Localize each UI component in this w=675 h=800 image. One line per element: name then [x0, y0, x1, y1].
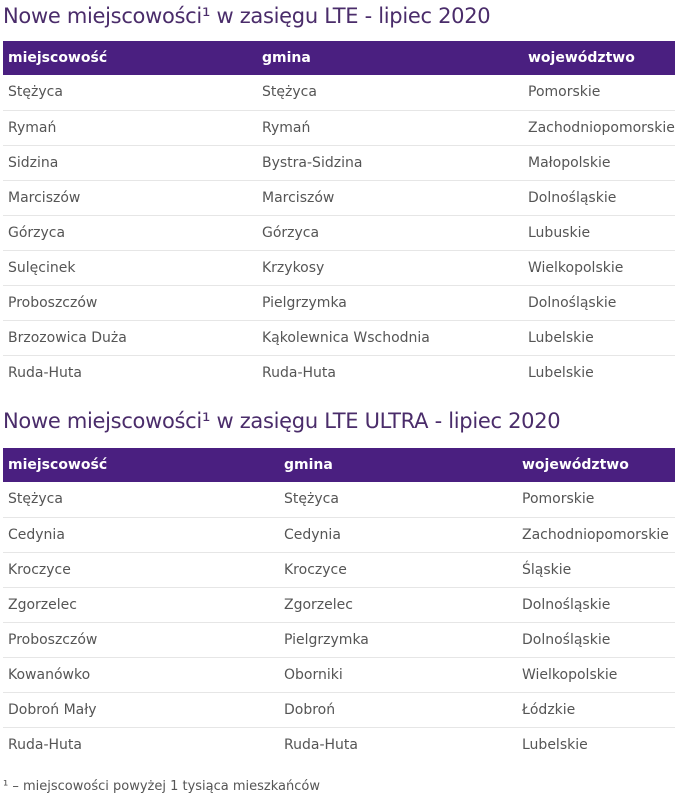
table-row: Dobroń Mały Dobroń Łódzkie [3, 692, 675, 727]
table-row: Ruda-Huta Ruda-Huta Lubelskie [3, 727, 675, 762]
table-row: Proboszczów Pielgrzymka Dolnośląskie [3, 285, 675, 320]
cell-voivodeship: Śląskie [522, 561, 572, 578]
table-row: Sidzina Bystra-Sidzina Małopolskie [3, 145, 675, 180]
cell-municipality: Górzyca [262, 224, 320, 241]
cell-municipality: Cedynia [284, 526, 341, 543]
column-header-voivodeship: województwo [522, 457, 629, 473]
column-header-municipality: gmina [284, 457, 333, 473]
section-title-lte: Nowe miejscowości¹ w zasięgu LTE - lipie… [3, 4, 491, 28]
cell-locality: Kowanówko [8, 666, 91, 683]
cell-locality: Proboszczów [8, 631, 98, 648]
cell-locality: Stężyca [8, 491, 63, 508]
cell-locality: Zgorzelec [8, 596, 77, 613]
cell-locality: Rymań [8, 119, 57, 136]
cell-municipality: Zgorzelec [284, 596, 353, 613]
cell-voivodeship: Lubuskie [528, 224, 591, 241]
cell-voivodeship: Lubelskie [528, 364, 594, 381]
cell-locality: Ruda-Huta [8, 736, 82, 753]
cell-voivodeship: Łódzkie [522, 701, 576, 718]
table-header-row: miejscowość gmina województwo [3, 41, 675, 75]
cell-locality: Proboszczów [8, 294, 98, 311]
cell-voivodeship: Wielkopolskie [522, 666, 618, 683]
cell-voivodeship: Wielkopolskie [528, 259, 624, 276]
cell-municipality: Dobroń [284, 701, 336, 718]
cell-municipality: Marciszów [262, 189, 335, 206]
cell-locality: Sulęcinek [8, 259, 76, 276]
cell-locality: Stężyca [8, 84, 63, 101]
cell-locality: Sidzina [8, 154, 59, 171]
cell-voivodeship: Zachodniopomorskie [522, 526, 669, 543]
cell-voivodeship: Dolnośląskie [528, 189, 617, 206]
lte-ultra-table: miejscowość gmina województwo Stężyca Stęży… [3, 448, 675, 762]
cell-municipality: Bystra-Sidzina [262, 154, 363, 171]
cell-municipality: Stężyca [262, 84, 317, 101]
cell-locality: Kroczyce [8, 561, 71, 578]
table-row: Górzyca Górzyca Lubuskie [3, 215, 675, 250]
cell-municipality: Ruda-Huta [262, 364, 336, 381]
cell-municipality: Oborniki [284, 666, 343, 683]
cell-locality: Brzozowica Duża [8, 329, 127, 346]
cell-municipality: Kroczyce [284, 561, 347, 578]
section-title-lte-ultra: Nowe miejscowości¹ w zasięgu LTE ULTRA -… [3, 409, 561, 433]
lte-table: miejscowość gmina województwo Stężyca Stęży… [3, 41, 675, 390]
cell-locality: Cedynia [8, 526, 65, 543]
table-row: Brzozowica Duża Kąkolewnica Wschodnia Lube… [3, 320, 675, 355]
column-header-locality: miejscowość [8, 457, 108, 473]
cell-locality: Dobroń Mały [8, 701, 97, 718]
cell-municipality: Pielgrzymka [284, 631, 369, 648]
cell-municipality: Ruda-Huta [284, 736, 358, 753]
cell-municipality: Krzykosy [262, 259, 325, 276]
cell-locality: Górzyca [8, 224, 66, 241]
table-row: Stężyca Stężyca Pomorskie [3, 75, 675, 110]
footnote: ¹ – miejscowości powyżej 1 tysiąca miesz… [3, 779, 320, 794]
cell-voivodeship: Dolnośląskie [528, 294, 617, 311]
table-row: Ruda-Huta Ruda-Huta Lubelskie [3, 355, 675, 390]
table-row: Cedynia Cedynia Zachodniopomorskie [3, 517, 675, 552]
table-row: Rymań Rymań Zachodniopomorskie [3, 110, 675, 145]
cell-voivodeship: Pomorskie [522, 491, 595, 508]
cell-municipality: Kąkolewnica Wschodnia [262, 329, 430, 346]
cell-voivodeship: Lubelskie [528, 329, 594, 346]
cell-voivodeship: Zachodniopomorskie [528, 119, 675, 136]
column-header-voivodeship: województwo [528, 50, 635, 66]
table-row: Marciszów Marciszów Dolnośląskie [3, 180, 675, 215]
table-row: Zgorzelec Zgorzelec Dolnośląskie [3, 587, 675, 622]
cell-locality: Ruda-Huta [8, 364, 82, 381]
table-row: Kroczyce Kroczyce Śląskie [3, 552, 675, 587]
column-header-locality: miejscowość [8, 50, 108, 66]
cell-voivodeship: Dolnośląskie [522, 631, 611, 648]
cell-municipality: Pielgrzymka [262, 294, 347, 311]
cell-voivodeship: Lubelskie [522, 736, 588, 753]
table-row: Sulęcinek Krzykosy Wielkopolskie [3, 250, 675, 285]
cell-voivodeship: Dolnośląskie [522, 596, 611, 613]
cell-municipality: Stężyca [284, 491, 339, 508]
cell-voivodeship: Pomorskie [528, 84, 601, 101]
cell-locality: Marciszów [8, 189, 81, 206]
column-header-municipality: gmina [262, 50, 311, 66]
table-row: Stężyca Stężyca Pomorskie [3, 482, 675, 517]
table-row: Kowanówko Oborniki Wielkopolskie [3, 657, 675, 692]
table-row: Proboszczów Pielgrzymka Dolnośląskie [3, 622, 675, 657]
table-header-row: miejscowość gmina województwo [3, 448, 675, 482]
cell-municipality: Rymań [262, 119, 311, 136]
cell-voivodeship: Małopolskie [528, 154, 611, 171]
